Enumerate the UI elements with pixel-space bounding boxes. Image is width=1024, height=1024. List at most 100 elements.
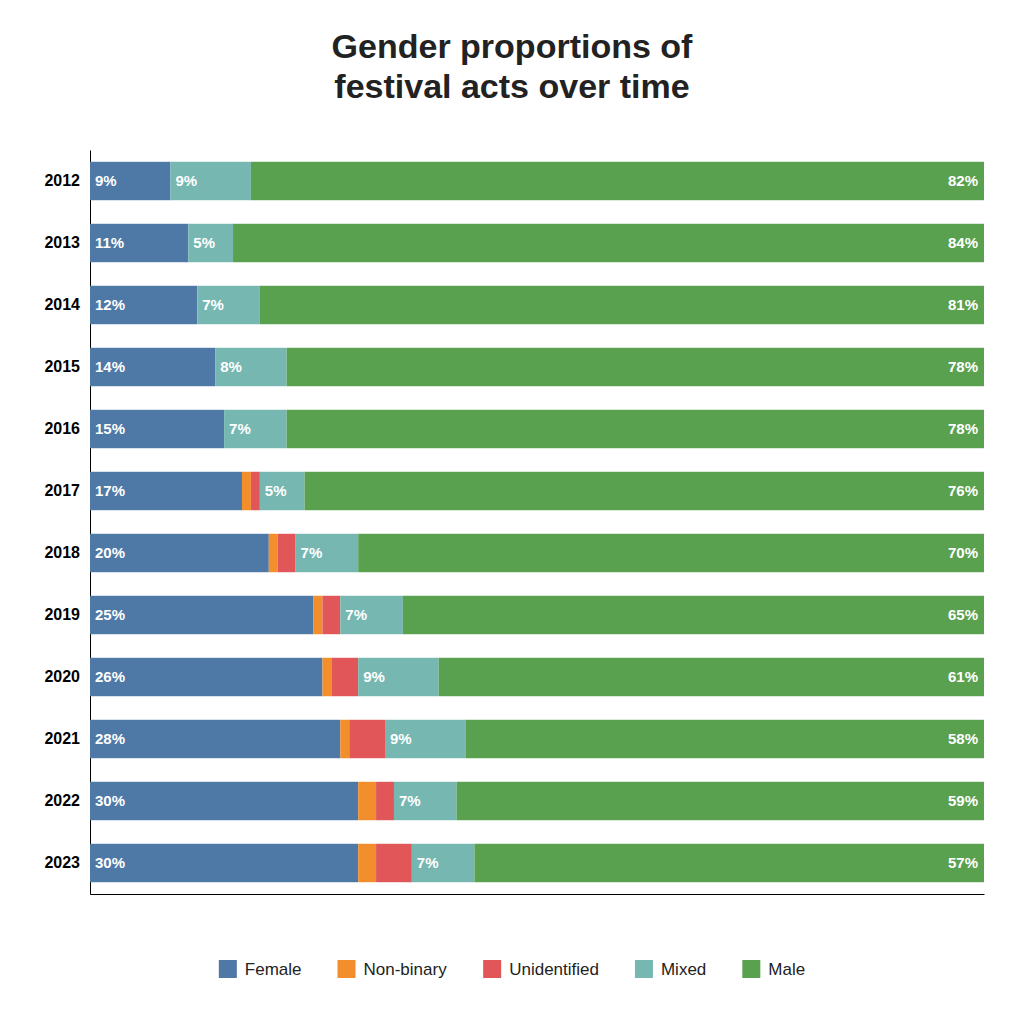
- y-tick: 2017: [44, 482, 80, 499]
- y-tick-label: 2021: [44, 730, 80, 747]
- data-label: 76%: [948, 482, 978, 499]
- y-tick: 2019: [44, 606, 80, 623]
- bar: [90, 844, 358, 882]
- legend-label: Male: [768, 960, 805, 979]
- bar: [90, 286, 197, 324]
- data-label: 20%: [95, 544, 125, 561]
- legend-swatch: [742, 960, 760, 978]
- y-tick-label: 2022: [44, 792, 80, 809]
- data-label: 5%: [193, 234, 215, 251]
- data-label: 12%: [95, 296, 125, 313]
- plot: 2023 2022 2021 2020 2019 2018 2017 2016 2015 2014…: [44, 151, 984, 895]
- title: Gender proportions offestival acts over …: [332, 27, 693, 105]
- bar: [188, 224, 233, 262]
- y-tick: 2021: [44, 730, 80, 747]
- y-tick-label: 2017: [44, 482, 80, 499]
- bar: [90, 658, 322, 696]
- legend-item: Female: [219, 960, 302, 979]
- data-label: 11%: [95, 234, 124, 251]
- y-tick-label: 2019: [44, 606, 80, 623]
- legend-swatch: [483, 960, 501, 978]
- legend-item: Non-binary: [338, 960, 448, 979]
- bar: [90, 472, 242, 510]
- y-tick: 2015: [44, 358, 80, 375]
- chart: Gender proportions offestival acts over …: [0, 0, 1024, 1024]
- data-label: 25%: [95, 606, 125, 623]
- bar: [197, 286, 260, 324]
- bar: [331, 658, 358, 696]
- data-label: 26%: [95, 668, 125, 685]
- y-tick-label: 2023: [44, 854, 80, 871]
- legend-item: Male: [742, 960, 805, 979]
- data-label: 78%: [948, 420, 978, 437]
- data-label: 84%: [948, 234, 978, 251]
- data-label: 28%: [95, 730, 125, 747]
- bar: [322, 658, 331, 696]
- data-label: 9%: [390, 730, 412, 747]
- data-label: 81%: [948, 296, 978, 313]
- y-tick: 2018: [44, 544, 80, 561]
- bar: [90, 162, 170, 200]
- data-label: 14%: [95, 358, 125, 375]
- data-label: 8%: [220, 358, 242, 375]
- data-label: 30%: [95, 792, 125, 809]
- bar: [215, 348, 287, 386]
- bar: [260, 286, 984, 324]
- legend-label: Unidentified: [509, 960, 599, 979]
- bar: [260, 472, 305, 510]
- bar: [251, 472, 260, 510]
- legend-swatch: [219, 960, 237, 978]
- data-label: 7%: [301, 544, 323, 561]
- bars: [90, 162, 984, 882]
- y-tick-label: 2020: [44, 668, 80, 685]
- bar: [90, 720, 340, 758]
- y-tick: 2013: [44, 234, 80, 251]
- y-tick-label: 2014: [44, 296, 80, 313]
- data-label: 70%: [948, 544, 978, 561]
- data-label: 9%: [363, 668, 385, 685]
- y-tick: 2022: [44, 792, 80, 809]
- bar: [322, 596, 340, 634]
- data-label: 15%: [95, 420, 125, 437]
- data-labels: 30%7%57%30%7%59%28%9%58%26%9%61%25%7%65%…: [95, 172, 978, 871]
- bar: [287, 410, 984, 448]
- bar: [340, 596, 403, 634]
- bar: [358, 534, 984, 572]
- bar: [90, 224, 188, 262]
- data-label: 9%: [95, 172, 117, 189]
- data-label: 82%: [948, 172, 978, 189]
- data-label: 5%: [265, 482, 287, 499]
- bar: [314, 596, 323, 634]
- bar: [439, 658, 984, 696]
- data-label: 7%: [399, 792, 421, 809]
- data-label: 7%: [202, 296, 224, 313]
- y-tick-label: 2015: [44, 358, 80, 375]
- bar: [90, 782, 358, 820]
- bar: [412, 844, 475, 882]
- legend: FemaleNon-binaryUnidentifiedMixedMale: [219, 960, 805, 979]
- bar: [403, 596, 984, 634]
- bar: [376, 844, 412, 882]
- bar: [358, 658, 438, 696]
- bar: [465, 720, 984, 758]
- y-tick: 2020: [44, 668, 80, 685]
- bar: [287, 348, 984, 386]
- data-label: 61%: [948, 668, 978, 685]
- y-tick-label: 2013: [44, 234, 80, 251]
- data-label: 57%: [948, 854, 978, 871]
- bar: [233, 224, 984, 262]
- data-label: 78%: [948, 358, 978, 375]
- x-axis-line: [91, 894, 985, 895]
- data-label: 7%: [417, 854, 439, 871]
- bar: [340, 720, 349, 758]
- y-tick: 2016: [44, 420, 80, 437]
- legend-item: Unidentified: [483, 960, 599, 979]
- legend-label: Non-binary: [364, 960, 448, 979]
- bar: [90, 410, 224, 448]
- y-tick: 2012: [44, 172, 80, 189]
- bar: [224, 410, 287, 448]
- bar: [394, 782, 457, 820]
- bar: [269, 534, 278, 572]
- data-label: 65%: [948, 606, 978, 623]
- legend-label: Female: [245, 960, 302, 979]
